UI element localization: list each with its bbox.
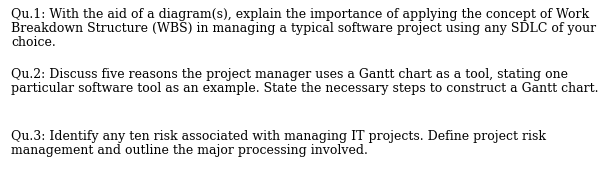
Text: management and outline the major processing involved.: management and outline the major process…	[11, 144, 368, 157]
Text: Qu.1: With the aid of a diagram(s), explain the importance of applying the conce: Qu.1: With the aid of a diagram(s), expl…	[11, 8, 590, 21]
Text: particular software tool as an example. State the necessary steps to construct a: particular software tool as an example. …	[11, 82, 599, 95]
Text: Qu.3: Identify any ten risk associated with managing IT projects. Define project: Qu.3: Identify any ten risk associated w…	[11, 130, 546, 143]
Text: choice.: choice.	[11, 36, 56, 49]
Text: Qu.2: Discuss five reasons the project manager uses a Gantt chart as a tool, sta: Qu.2: Discuss five reasons the project m…	[11, 68, 568, 81]
Text: Breakdown Structure (WBS) in managing a typical software project using any SDLC : Breakdown Structure (WBS) in managing a …	[11, 22, 596, 35]
